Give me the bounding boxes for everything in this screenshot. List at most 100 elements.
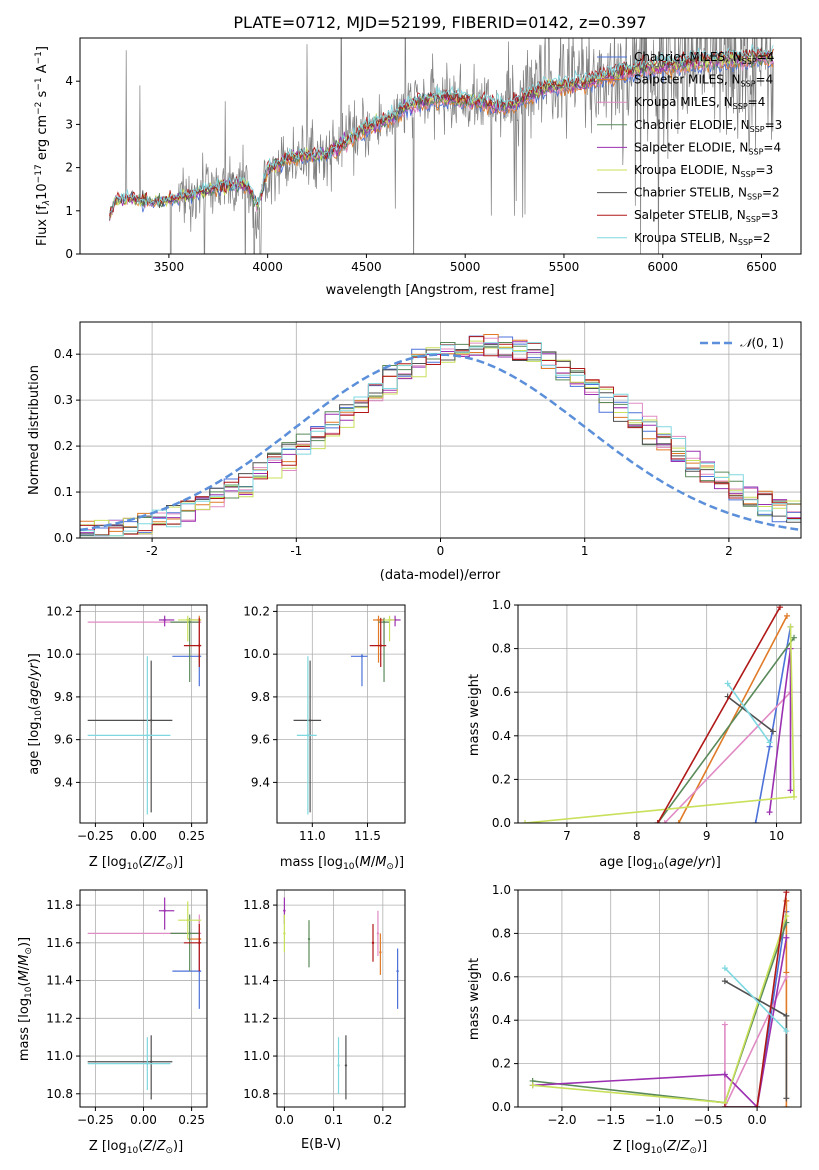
x-tick-label: 9 (703, 829, 711, 843)
weight-series-line (724, 911, 788, 1107)
weight-marker (724, 680, 731, 687)
data-point (283, 932, 286, 935)
axes-frame (79, 321, 802, 539)
x-tick-label: 3500 (154, 260, 185, 274)
y-tick-label: 11.6 (46, 936, 73, 950)
data-point (382, 620, 386, 624)
spectrum-title: PLATE=0712, MJD=52199, FIBERID=0142, z=0… (233, 13, 646, 32)
y-tick-label: 9.6 (54, 733, 73, 747)
plot-area (293, 615, 401, 815)
y-tick-label: 0.8 (492, 926, 511, 940)
x-tick-label: 0.00 (130, 1113, 157, 1127)
data-point (146, 1062, 149, 1065)
x-tick-label: 5000 (450, 260, 481, 274)
wage-ylabel: mass weight (467, 674, 482, 756)
plot-area (80, 334, 801, 537)
x-tick-label: 0.25 (178, 829, 205, 843)
y-tick-label: 10.8 (46, 1087, 73, 1101)
agez-xlabel: Z [log10(Z/Z⊙)] (89, 855, 183, 872)
plot-area (87, 897, 202, 1100)
spectrum-xlabel: wavelength [Angstrom, rest frame] (326, 283, 555, 298)
plot-area (283, 897, 399, 1100)
residual-histogram-step (80, 342, 801, 537)
data-point (360, 655, 364, 658)
model-spectrum-line (109, 58, 774, 221)
data-point (188, 620, 191, 624)
x-tick-label: −1.0 (645, 1113, 674, 1127)
weight-marker (783, 897, 790, 904)
y-tick-label: 11.6 (243, 936, 270, 950)
y-tick-label: 9.4 (54, 775, 73, 789)
data-point (186, 618, 189, 622)
weight-marker (675, 820, 682, 823)
weight-series-line (677, 615, 788, 823)
weight-vs-age-panel: 7 8 9 10 0.0 0.2 0.4 0.6 0.8 1.0 (492, 598, 802, 843)
weight-marker (784, 612, 791, 619)
weight-vs-metallicity-panel: −2.0 −1.5 −1.0 −0.5 0.0 0.0 0.2 0.4 0.6 0.8 1.0 (492, 883, 802, 1127)
weight-marker (661, 820, 668, 823)
data-point (337, 1064, 340, 1067)
y-tick-label: 0 (65, 247, 73, 261)
y-tick-label: 11.8 (46, 898, 73, 912)
axes-frame (276, 889, 406, 1108)
data-point (308, 719, 312, 722)
axes-frame (79, 604, 208, 824)
weight-marker (791, 634, 798, 641)
data-point (344, 1064, 348, 1067)
weight-marker (787, 787, 794, 794)
weight-series-line (726, 683, 771, 743)
weight-marker (787, 623, 794, 630)
weight-marker (529, 1082, 536, 1089)
weight-marker (783, 1012, 790, 1019)
weight-marker (783, 934, 790, 941)
y-tick-label: 0.0 (54, 531, 73, 545)
data-point (186, 918, 189, 922)
weight-marker (521, 820, 528, 823)
x-tick-label: 2 (725, 544, 733, 558)
x-tick-label: 0 (437, 544, 445, 558)
legend-label: Salpeter STELIB, NSSP=3 (634, 208, 778, 224)
y-tick-label: 0.4 (492, 729, 511, 743)
weight-marker (783, 1104, 790, 1107)
legend-label: Salpeter ELODIE, NSSP=4 (634, 140, 781, 156)
x-tick-label: -2 (146, 544, 158, 558)
weight-series-line (724, 892, 788, 1107)
y-tick-label: 10.0 (46, 647, 73, 661)
data-point (198, 941, 201, 945)
wz-xlabel: Z [log10(Z/Z⊙)] (613, 1139, 707, 1156)
y-tick-label: 2 (65, 161, 73, 175)
y-tick-label: 0.3 (54, 393, 73, 407)
weight-marker (766, 809, 773, 816)
x-tick-label: 7 (563, 829, 571, 843)
y-tick-label: 9.8 (251, 690, 270, 704)
mass-vs-ebv-panel: 0.0 0.1 0.2 10.8 11.0 11.2 11.4 11.6 11.8 (243, 889, 406, 1127)
x-tick-label: 8 (633, 829, 641, 843)
model-spectrum-line (109, 44, 774, 213)
data-point (396, 969, 399, 973)
plot-area (529, 890, 790, 1107)
x-tick-label: −0.25 (77, 1113, 114, 1127)
weight-marker (766, 739, 773, 746)
massz-xlabel: Z [log10(Z/Z⊙)] (89, 1139, 183, 1156)
y-tick-label: 0.2 (54, 439, 73, 453)
y-tick-label: 11.8 (243, 898, 270, 912)
weight-marker (791, 793, 798, 800)
data-point (149, 719, 153, 722)
plot-area (87, 615, 202, 815)
y-tick-label: 3 (65, 117, 73, 131)
weight-series-line (664, 691, 792, 823)
weight-marker (721, 1071, 728, 1078)
plot-area (521, 605, 798, 823)
x-tick-label: 11.0 (299, 829, 326, 843)
x-tick-label: 6500 (746, 260, 777, 274)
x-tick-label: −2.0 (547, 1113, 576, 1127)
age-vs-mass-panel: 11.0 11.5 9.4 9.6 9.8 10.0 10.2 (243, 604, 406, 843)
model-spectrum-line (109, 47, 774, 217)
data-point (163, 909, 166, 912)
x-tick-label: 0.0 (748, 1113, 767, 1127)
normal-distribution-curve (80, 353, 799, 532)
weight-series-line (754, 626, 792, 823)
x-tick-label: 1 (581, 544, 589, 558)
x-tick-label: −0.25 (77, 829, 114, 843)
data-point (146, 734, 149, 737)
